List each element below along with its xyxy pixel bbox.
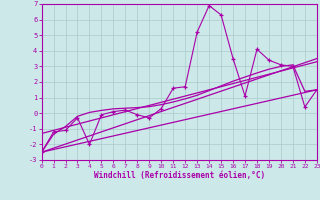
X-axis label: Windchill (Refroidissement éolien,°C): Windchill (Refroidissement éolien,°C) (94, 171, 265, 180)
